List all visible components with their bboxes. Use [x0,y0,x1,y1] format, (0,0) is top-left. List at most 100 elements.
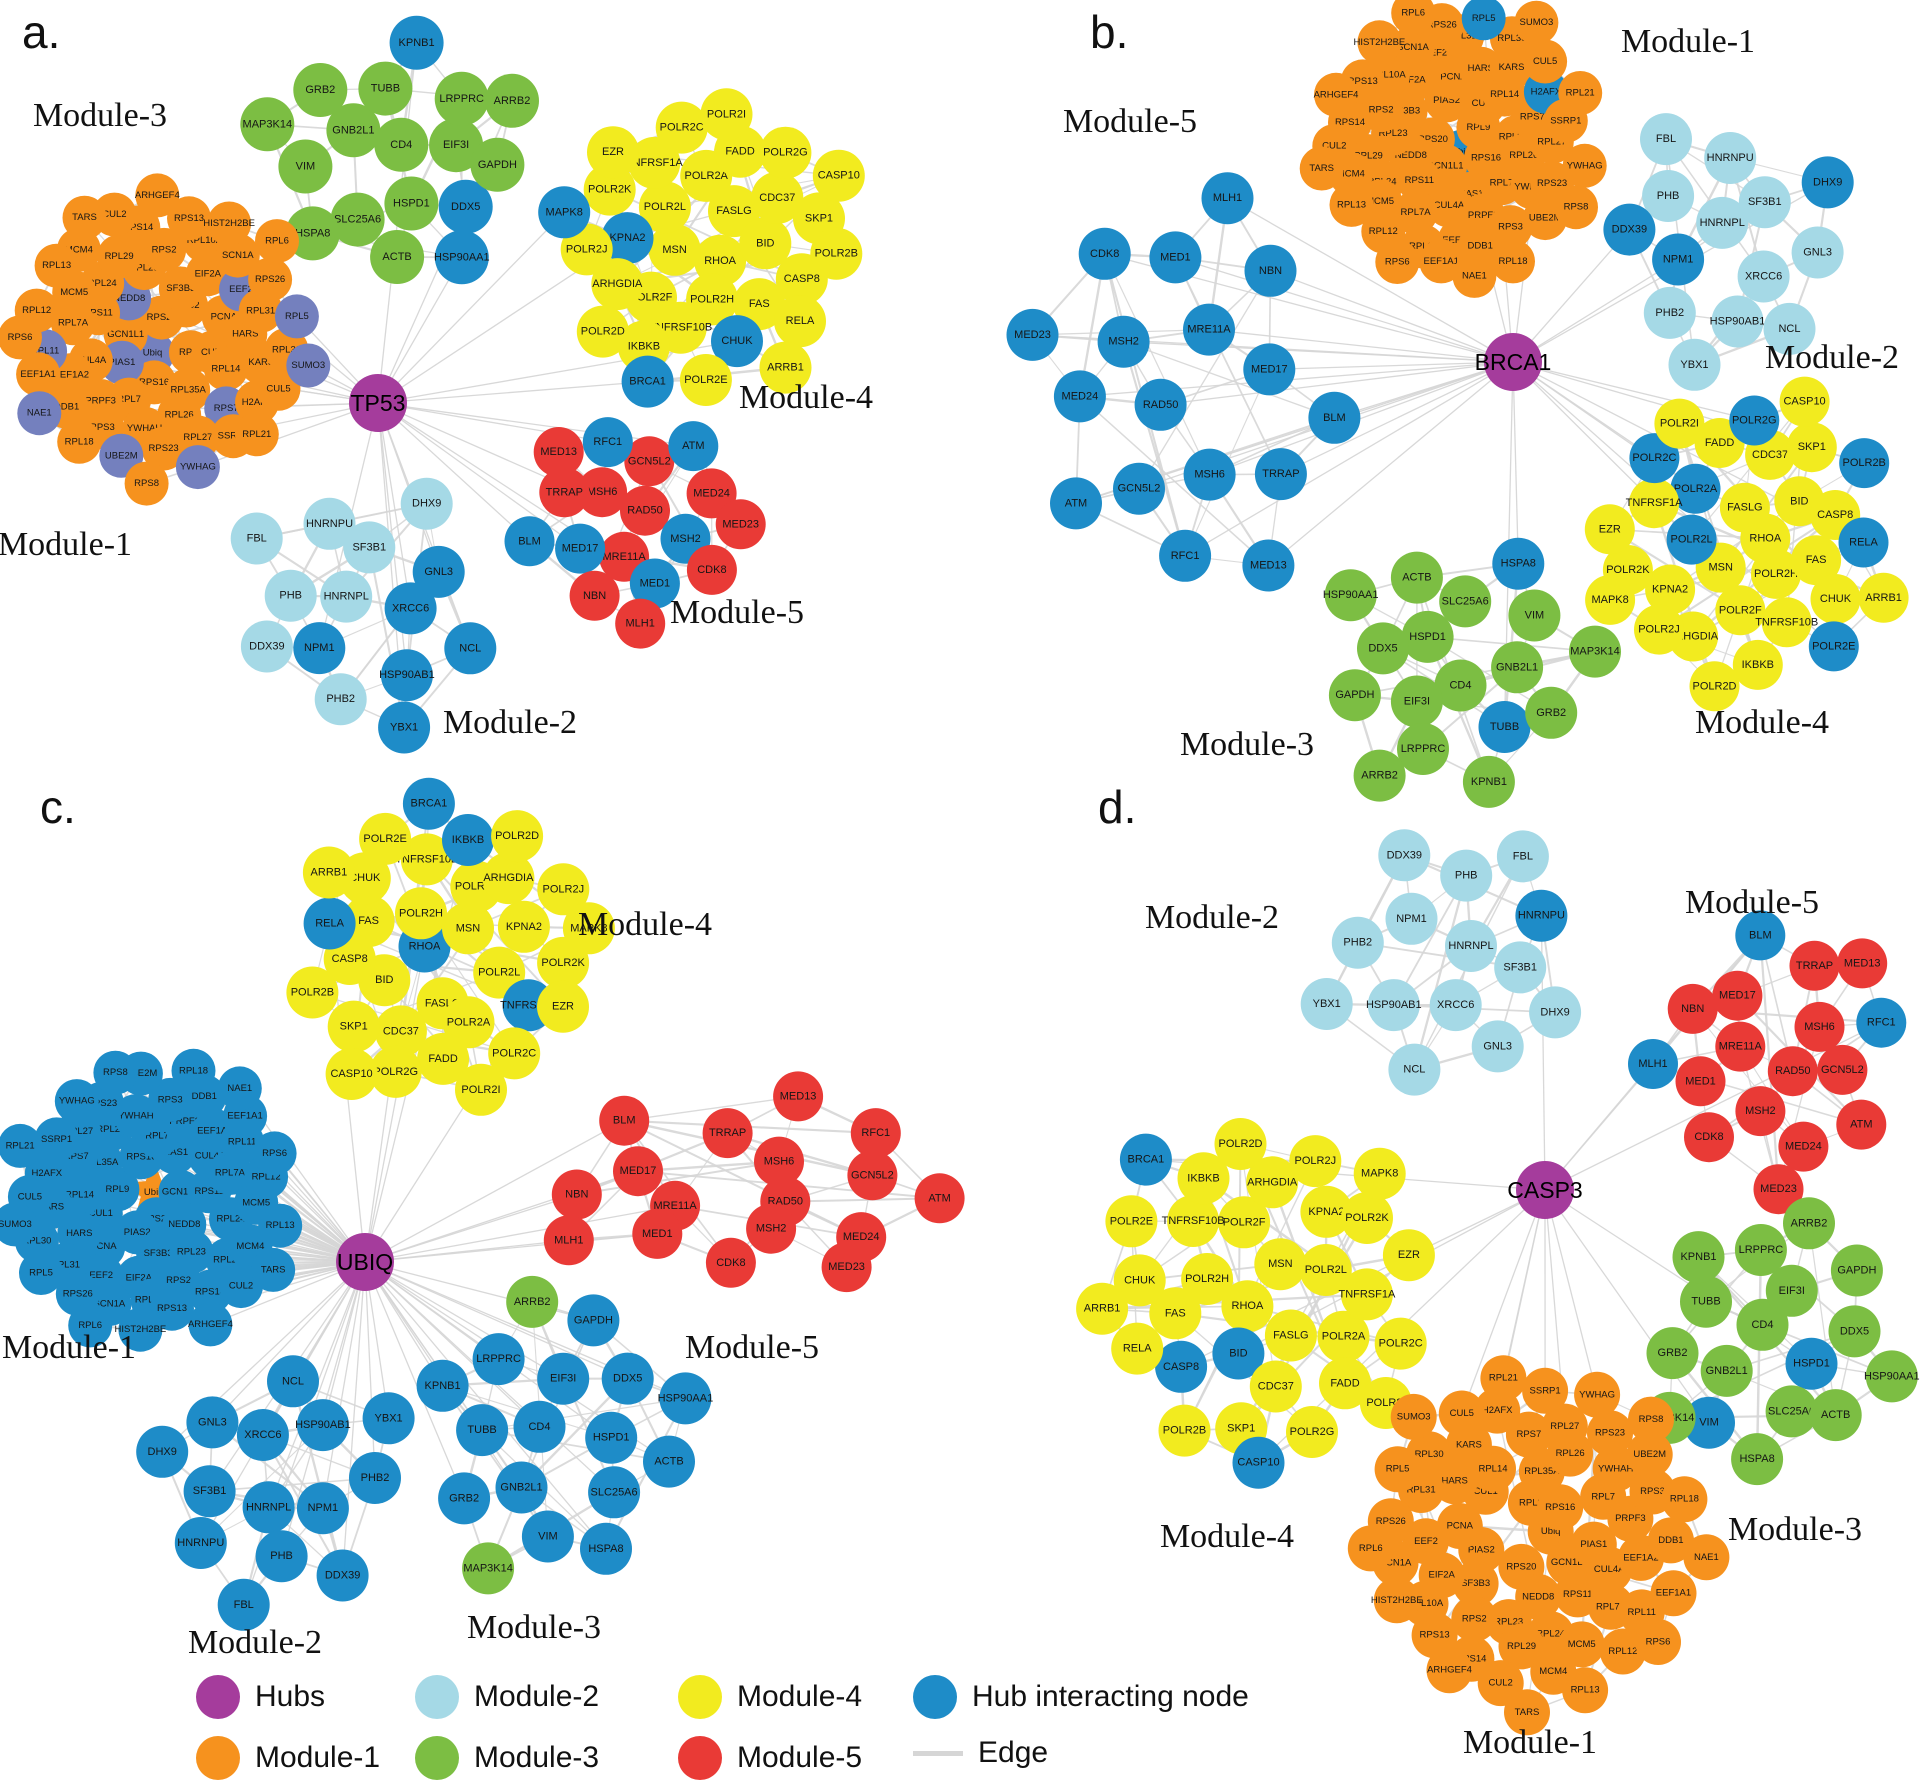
node-label: DHX9 [1813,176,1842,188]
module-label-module-4: Module-4 [1160,1518,1294,1555]
node-label: ARRB1 [311,867,348,879]
node-label: LRPPRC [439,93,484,105]
node-label: GNL3 [198,1416,227,1428]
node-label: FBL [1513,850,1533,862]
node-label: DDX5 [613,1373,642,1385]
node-label: YWHAH [1598,1463,1634,1474]
hub-interacting-swatch [913,1675,957,1719]
node-label: RFC1 [861,1127,890,1139]
node-label: YBX1 [375,1412,403,1424]
node-label: GCN5L2 [851,1169,894,1181]
node-label: POLR2K [1345,1212,1389,1224]
node-label: MAPK8 [1591,594,1628,606]
node-label: SUMO3 [0,1219,32,1230]
node-label: XRCC6 [244,1429,281,1441]
node-label: RPS11 [1563,1589,1592,1600]
node-label: NCL [282,1375,304,1387]
legend-item-edge: Edge [913,1736,1048,1770]
node-label: RPS2 [166,1275,191,1286]
node-label: MSH6 [587,486,618,498]
node-label: HNRNPL [1448,940,1493,952]
module-label-module-4: Module-4 [578,906,712,943]
node-label: BLM [518,535,541,547]
node-label: TNFRSF10B [1162,1215,1225,1227]
node-label: DDX5 [1840,1325,1869,1337]
node-label: POLR2D [495,830,539,842]
node-label: RPS8 [103,1067,128,1078]
node-label: IKBKB [1742,659,1774,671]
node-label: MAPK8 [1361,1168,1398,1180]
node-label: POLR2G [763,147,808,159]
node-label: CHUK [721,335,753,347]
node-label: EIF2A [195,269,222,280]
node-label: MSH2 [670,533,701,545]
node-label: GCN5L2 [628,455,671,467]
node-label: POLR2L [478,967,520,979]
node-label: FBL [1656,133,1676,145]
node-label: ACTB [382,251,411,263]
node-label: RPS23 [149,443,179,454]
legend-label: Module-5 [737,1741,862,1775]
node-label: ARHGDIA [1247,1176,1298,1188]
node-label: KARS [1456,1439,1482,1450]
edge-swatch [913,1751,963,1756]
node-label: HSP90AB1 [379,669,435,681]
node-label: GAPDH [1335,689,1374,701]
node-label: POLR2J [1295,1155,1337,1167]
node-label: DDX5 [1368,642,1397,654]
node-label: RELA [1123,1343,1152,1355]
legend-label: Module-3 [474,1741,599,1775]
node-label: ACTB [654,1456,683,1468]
node-label: RPL5 [29,1268,53,1279]
node-label: TRRAP [1262,468,1299,480]
node-label: SUMO3 [1520,17,1554,28]
node-label: RPS7 [1516,1429,1541,1440]
node-label: HNRNPU [306,518,353,530]
node-label: SUMO3 [1397,1411,1431,1422]
node-label: RPL6 [1401,8,1425,19]
node-label: DDX39 [325,1570,360,1582]
node-label: MCM4 [1539,1666,1567,1677]
node-label: NBN [565,1189,588,1201]
legend-label: Edge [978,1736,1048,1770]
node-label: CUL4A [1434,200,1465,211]
legend-item-module-1: Module-1 [196,1736,380,1780]
node-label: ARRB2 [1791,1217,1828,1229]
node-label: RPL5 [1386,1464,1410,1475]
node-label: CASP8 [784,273,820,285]
node-label: RELA [1849,537,1878,549]
node-label: MED24 [1062,390,1099,402]
node-label: RPL21 [1489,1373,1518,1384]
node-label: POLR2G [1290,1426,1335,1438]
node-label: FASLG [1727,502,1762,514]
node-label: DDX5 [451,201,480,213]
node-label: EEF1A1 [227,1111,262,1122]
node-label: CUL2 [1489,1678,1513,1689]
node-label: MSN [456,922,481,934]
module-label-module-5: Module-5 [1685,884,1819,921]
node-label: POLR2H [1185,1273,1229,1285]
legend-label: Hub interacting node [972,1680,1249,1714]
hub-label: UBIQ [337,1249,393,1275]
node-label: DHX9 [412,498,441,510]
node-label: KPNA2 [1652,584,1688,596]
node-label: RPL23 [177,1246,206,1257]
node-label: RPL14 [211,363,240,374]
module-label-module-1: Module-1 [0,526,132,563]
node-label: RPS3 [1498,222,1523,233]
node-label: CD4 [1449,680,1471,692]
node-label: FBL [234,1599,254,1611]
node-label: RPL27 [183,432,212,443]
node-label: CD4 [390,139,412,151]
node-label: RPS13 [157,1303,187,1314]
module1-swatch [196,1736,240,1780]
node-label: FADD [1705,437,1734,449]
node-label: MAP3K14 [243,118,293,130]
node-label: MED13 [1250,560,1287,572]
panel-letter-a: a. [22,6,60,58]
node-label: PRPF3 [1615,1513,1646,1524]
node-label: BID [1790,495,1808,507]
node-label: MED17 [1719,990,1756,1002]
node-label: NBN [1681,1003,1704,1015]
node-label: GCN5L2 [1118,483,1161,495]
